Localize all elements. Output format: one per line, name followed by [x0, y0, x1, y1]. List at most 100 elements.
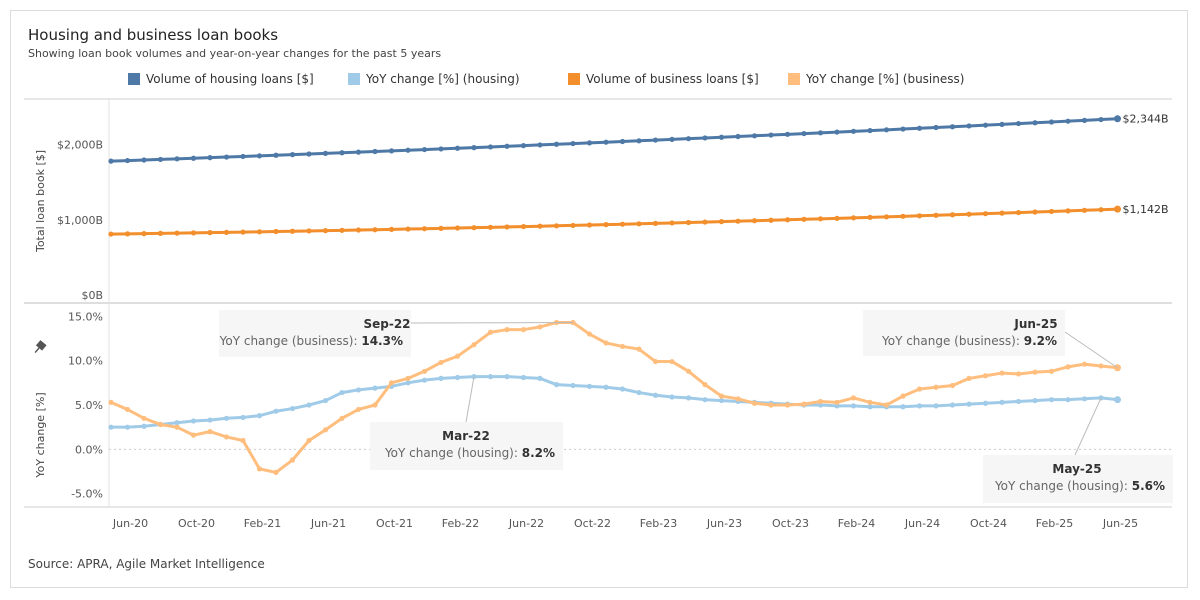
data-point — [322, 427, 329, 433]
data-point — [1065, 397, 1071, 403]
data-point — [141, 415, 147, 421]
data-point — [1015, 398, 1022, 405]
legend-label: YoY change [%] (housing) — [366, 72, 520, 86]
data-point — [207, 230, 213, 236]
data-point — [718, 219, 725, 225]
data-point — [619, 343, 626, 350]
data-point — [603, 384, 609, 390]
data-point — [124, 406, 131, 413]
data-point — [1081, 396, 1088, 402]
data-point — [1015, 371, 1022, 377]
x-tick-label: Jun-22 — [508, 517, 544, 530]
data-point — [273, 228, 279, 235]
y-tick-label: 0.0% — [75, 443, 103, 456]
data-point — [586, 222, 593, 228]
data-point — [553, 382, 560, 388]
data-point — [1032, 397, 1038, 404]
data-point — [207, 429, 213, 435]
pin-icon — [34, 340, 47, 354]
data-point — [174, 156, 180, 162]
data-point — [619, 138, 626, 145]
legend-item-housing-yoy[interactable]: YoY change [%] (housing) — [348, 72, 520, 86]
data-point — [669, 394, 675, 400]
data-point — [1081, 117, 1088, 123]
data-point — [669, 358, 675, 365]
data-point — [570, 382, 576, 389]
data-point — [949, 124, 956, 130]
data-point — [784, 131, 791, 137]
data-point — [108, 399, 114, 405]
legend-item-business-volume[interactable]: Volume of business loans [$] — [568, 72, 759, 86]
chart-frame — [10, 10, 1188, 588]
annotation-date: Mar-22 — [442, 429, 490, 443]
end-value-label: $1,142B — [1123, 203, 1169, 216]
data-point — [1065, 208, 1071, 214]
data-point — [240, 414, 246, 421]
data-point — [405, 375, 411, 381]
data-point — [421, 368, 428, 374]
data-point — [1048, 119, 1055, 125]
legend-item-housing-volume[interactable]: Volume of housing loans [$] — [128, 72, 314, 86]
data-point — [933, 212, 939, 218]
data-point — [339, 150, 345, 156]
data-point — [289, 405, 296, 412]
data-point — [108, 231, 114, 237]
annotation-label: YoY change (housing): — [994, 479, 1132, 493]
annotation-label: YoY change (housing): — [384, 446, 522, 460]
data-point — [124, 231, 131, 237]
annotation-date: Jun-25 — [1013, 317, 1057, 331]
data-point — [223, 229, 230, 235]
legend-label: Volume of housing loans [$] — [146, 72, 314, 86]
data-point — [669, 136, 675, 142]
data-point — [190, 230, 197, 236]
annotation-leader — [1064, 331, 1118, 369]
data-point — [355, 227, 362, 233]
data-point — [537, 375, 543, 381]
data-point — [603, 139, 609, 145]
y-tick-label: 15.0% — [68, 310, 103, 323]
data-point — [850, 395, 857, 401]
x-tick-label: Oct-20 — [178, 517, 215, 530]
data-point — [636, 389, 642, 396]
data-point — [240, 437, 246, 444]
annotation-label: YoY change (business): — [219, 334, 362, 348]
data-point — [289, 152, 296, 158]
data-point — [784, 217, 791, 223]
annotation-label: YoY change (business): — [881, 334, 1024, 348]
x-tick-label: Jun-24 — [904, 517, 940, 530]
data-point — [405, 380, 411, 386]
data-point — [586, 140, 593, 146]
data-point — [339, 415, 345, 421]
data-point — [867, 127, 873, 134]
legend-swatch — [348, 73, 360, 85]
x-tick-label: Oct-22 — [574, 517, 611, 530]
data-point — [652, 220, 659, 226]
data-point — [702, 397, 708, 403]
data-point — [1114, 115, 1121, 123]
data-point — [388, 380, 395, 386]
data-point — [949, 382, 956, 389]
data-point — [454, 225, 461, 231]
data-point — [438, 375, 444, 381]
legend-item-business-yoy[interactable]: YoY change [%] (business) — [788, 72, 964, 86]
data-point — [471, 225, 477, 231]
data-point — [834, 215, 840, 221]
data-point — [916, 125, 923, 131]
data-point — [586, 383, 593, 389]
data-point — [784, 402, 791, 408]
data-point — [355, 149, 362, 155]
data-point — [289, 457, 296, 463]
data-point — [1048, 368, 1055, 374]
data-point — [240, 229, 246, 235]
x-tick-label: Jun-21 — [310, 517, 346, 530]
data-point — [438, 359, 444, 366]
data-point — [751, 133, 758, 139]
data-point — [718, 397, 725, 404]
data-point — [999, 210, 1005, 216]
y-tick-label: $1,000B — [57, 214, 103, 227]
data-point — [801, 401, 807, 407]
data-point — [999, 121, 1005, 127]
data-point — [916, 213, 923, 219]
data-point — [520, 327, 527, 333]
data-point — [718, 134, 725, 140]
